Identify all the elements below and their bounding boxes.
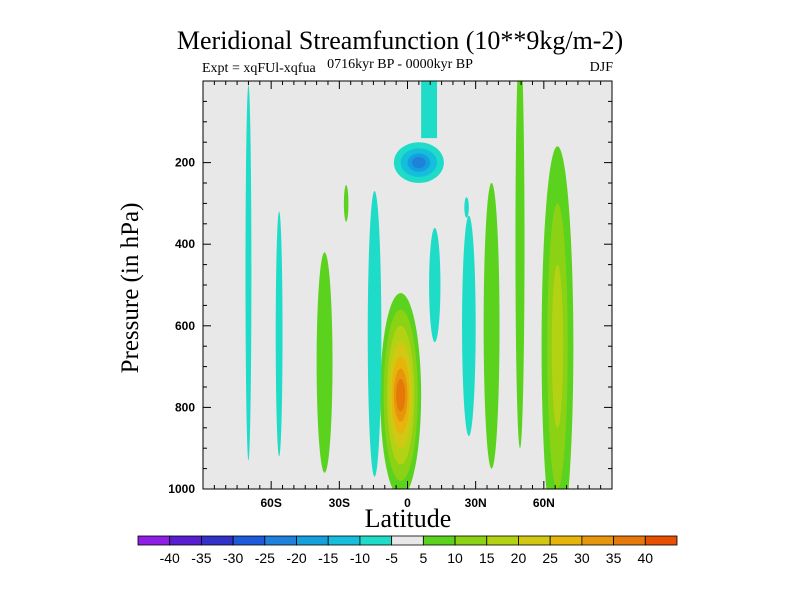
- equatorial-positive-cell: [380, 293, 422, 489]
- s40-positive-column: [316, 252, 333, 473]
- colorbar-label: -15: [318, 550, 338, 566]
- colorbar-box: [486, 535, 519, 546]
- colorbar: -40 -35 -30 -25 -20 -15 -10 -5 5 10 15 20 25 30 35 40: [137, 535, 678, 566]
- y-tick-label: 800: [175, 400, 195, 414]
- colorbar-box: [327, 535, 361, 546]
- s15-negative-column: [367, 191, 382, 477]
- colorbar-box: [137, 535, 171, 546]
- s25-positive-blob: [343, 185, 349, 222]
- contour-band: [275, 211, 283, 457]
- colorbar-box: [613, 535, 646, 546]
- y-tick-label: 600: [175, 319, 195, 333]
- contour-band: [367, 191, 382, 477]
- colorbar-box: [296, 535, 329, 546]
- colorbar-label: 5: [419, 550, 427, 566]
- colorbar-label: -10: [350, 550, 370, 566]
- colorbar-label: -20: [286, 550, 306, 566]
- contour-band: [429, 227, 441, 343]
- x-axis-label: Latitude: [364, 504, 452, 533]
- s55-negative-column: [275, 211, 283, 457]
- left-subtitle: Expt = xqFUl-xqfua: [202, 61, 316, 76]
- x-tick-label: 60S: [260, 496, 281, 510]
- colorbar-box: [359, 535, 393, 546]
- contour-band: [515, 81, 525, 449]
- colorbar-box: [169, 535, 202, 546]
- colorbar-box: [518, 535, 551, 546]
- contour-fields: [245, 81, 574, 489]
- colorbar-box: [454, 535, 488, 546]
- contour-band: [421, 81, 438, 139]
- contour-band: [551, 264, 564, 428]
- colorbar-label: 10: [447, 550, 463, 566]
- colorbar-label: -40: [160, 550, 180, 566]
- contour-band: [483, 182, 500, 469]
- colorbar-box: [581, 535, 614, 546]
- colorbar-label: 30: [574, 550, 590, 566]
- x-tick-label: 30N: [465, 496, 487, 510]
- y-tick-label: 400: [175, 237, 195, 251]
- chart-title: Meridional Streamfunction (10**9kg/m-2): [176, 26, 624, 55]
- contour-band: [316, 252, 333, 473]
- colorbar-box: [232, 535, 266, 546]
- axes: 60S 30S 0 30N 60N 200 400 600 800 1000: [168, 81, 612, 510]
- center-subtitle: 0716kyr BP - 0000kyr BP: [327, 57, 473, 72]
- colorbar-box: [264, 535, 297, 546]
- x-tick-label: 0: [404, 496, 411, 510]
- colorbar-label: 25: [542, 550, 558, 566]
- colorbar-label: -30: [223, 550, 243, 566]
- colorbar-label: 20: [511, 550, 527, 566]
- colorbar-label: -35: [191, 550, 211, 566]
- y-tick-label: 200: [175, 156, 195, 170]
- colorbar-label: -25: [255, 550, 275, 566]
- colorbar-box: [391, 535, 424, 546]
- y-tick-label: 1000: [168, 482, 195, 496]
- contour-band: [464, 197, 469, 218]
- contour-band: [462, 215, 476, 436]
- n27-negative-column: [462, 215, 476, 436]
- x-tick-label: 60N: [533, 496, 555, 510]
- colorbar-label: -5: [385, 550, 398, 566]
- n60-positive-column: [541, 146, 574, 489]
- n50-positive-column: [515, 81, 525, 449]
- x-tick-label: 30S: [329, 496, 350, 510]
- right-subtitle: DJF: [589, 60, 613, 75]
- contour-band: [396, 378, 406, 412]
- colorbar-label: 40: [638, 550, 654, 566]
- n35-positive-blob: [483, 182, 500, 469]
- upper-negative-cell: [393, 81, 444, 184]
- colorbar-box: [644, 535, 678, 546]
- n26-negative-blob: [464, 197, 469, 218]
- colorbar-label: 35: [606, 550, 622, 566]
- contour-band: [412, 156, 426, 169]
- colorbar-box: [201, 535, 234, 546]
- s70-negative-column: [245, 85, 252, 461]
- colorbar-label: 15: [479, 550, 495, 566]
- n13-negative-blob: [429, 227, 441, 343]
- contour-band: [245, 85, 252, 461]
- contour-band: [343, 185, 349, 222]
- colorbar-box: [422, 535, 456, 546]
- colorbar-box: [549, 535, 583, 546]
